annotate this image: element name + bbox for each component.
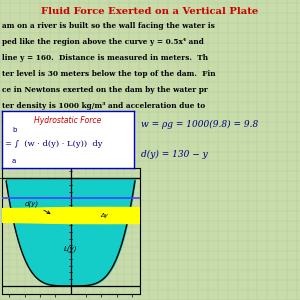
Text: w = ρg = 1000(9.8) = 9.8: w = ρg = 1000(9.8) = 9.8 — [141, 120, 258, 129]
Text: Hydrostatic Force: Hydrostatic Force — [34, 116, 101, 124]
Text: = ∫  (w · d(y) · L(y))  dy: = ∫ (w · d(y) · L(y)) dy — [5, 140, 103, 148]
Text: ce in Newtons exerted on the dam by the water pr: ce in Newtons exerted on the dam by the … — [2, 86, 207, 94]
Text: ter level is 30 meters below the top of the dam.  Fin: ter level is 30 meters below the top of … — [2, 70, 215, 78]
Text: Δy: Δy — [100, 213, 108, 218]
Text: a: a — [12, 158, 16, 164]
Text: d(y) = 130 − y: d(y) = 130 − y — [141, 150, 208, 159]
Text: d(y): d(y) — [25, 200, 50, 214]
Text: ped like the region above the curve y = 0.5x⁴ and: ped like the region above the curve y = … — [2, 38, 203, 46]
Text: L(y): L(y) — [64, 246, 77, 252]
Text: ter density is 1000 kg/m³ and acceleration due to: ter density is 1000 kg/m³ and accelerati… — [2, 102, 205, 110]
Text: am on a river is built so the wall facing the water is: am on a river is built so the wall facin… — [2, 22, 214, 31]
Circle shape — [0, 207, 288, 224]
Text: Fluid Force Exerted on a Vertical Plate: Fluid Force Exerted on a Vertical Plate — [41, 8, 259, 16]
Text: line y = 160.  Distance is measured in meters.  Th: line y = 160. Distance is measured in me… — [2, 54, 208, 62]
Text: b: b — [12, 127, 16, 133]
Text: vity is 9.8 m/s².: vity is 9.8 m/s². — [2, 118, 64, 126]
